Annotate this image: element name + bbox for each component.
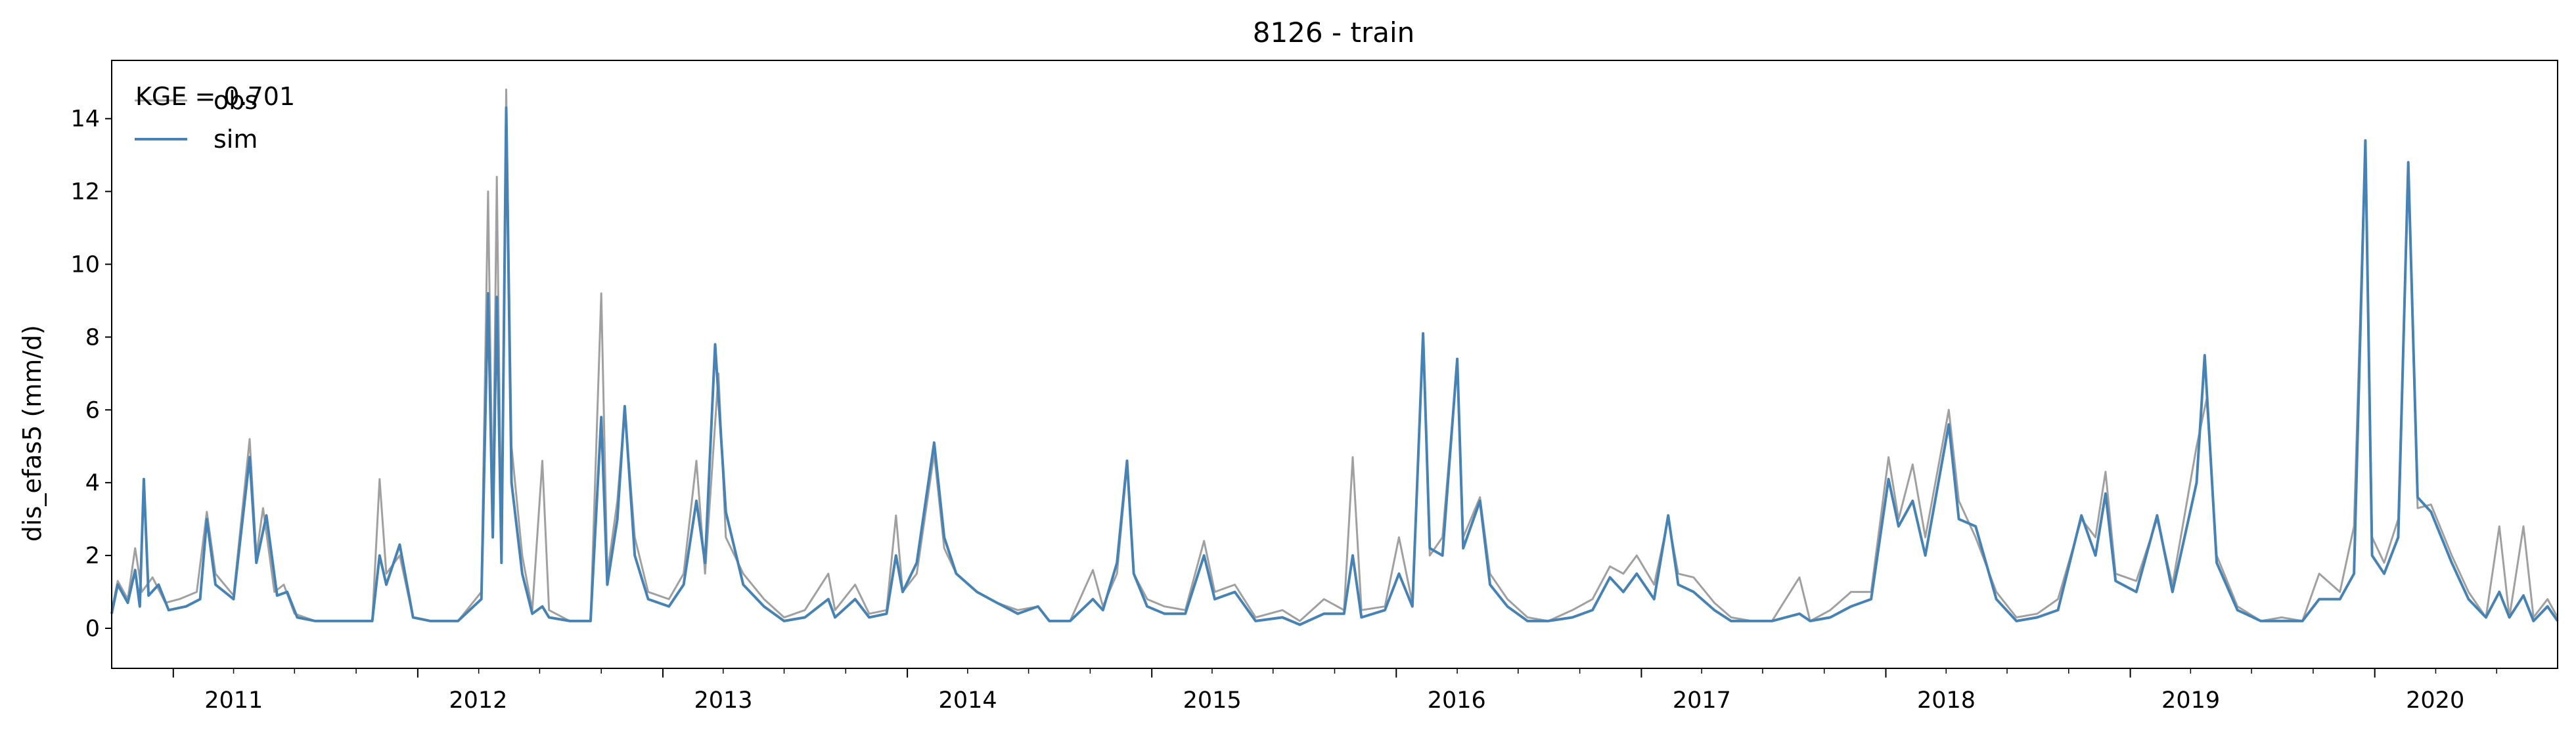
x-tick-label: 2013 — [694, 687, 752, 714]
x-tick-label: 2020 — [2406, 687, 2464, 714]
y-tick-label: 8 — [85, 324, 100, 351]
x-tick-label: 2019 — [2161, 687, 2220, 714]
x-tick-label: 2012 — [449, 687, 507, 714]
chart-title: 8126 - train — [1253, 16, 1415, 49]
x-tick-label: 2017 — [1673, 687, 1731, 714]
x-tick-label: 2011 — [204, 687, 263, 714]
y-tick-label: 10 — [70, 252, 100, 278]
y-tick-label: 2 — [85, 543, 100, 569]
kge-annotation: KGE = 0.701 — [135, 82, 295, 111]
x-tick-label: 2014 — [939, 687, 997, 714]
x-tick-label: 2015 — [1183, 687, 1242, 714]
y-tick-label: 14 — [70, 106, 100, 133]
legend-label-obs: obs — [214, 86, 258, 115]
series-line-sim — [110, 106, 2559, 626]
y-tick-label: 6 — [85, 397, 100, 423]
plot-area: 0 2 4 6 8 10 12 14 2011 2012 2013 2014 2015 2016 2017 2… — [70, 88, 2559, 714]
y-axis-label: dis_efas5 (mm/d) — [18, 325, 47, 542]
x-tick-label: 2016 — [1428, 687, 1486, 714]
x-tick-label: 2018 — [1917, 687, 1976, 714]
y-tick-label: 0 — [85, 616, 100, 642]
series-line-obs — [110, 88, 2559, 622]
legend: obs sim — [135, 86, 258, 154]
y-tick-label: 12 — [70, 179, 100, 205]
y-tick-label: 4 — [85, 470, 100, 496]
legend-label-sim: sim — [214, 125, 258, 154]
plot-frame — [111, 60, 2558, 669]
